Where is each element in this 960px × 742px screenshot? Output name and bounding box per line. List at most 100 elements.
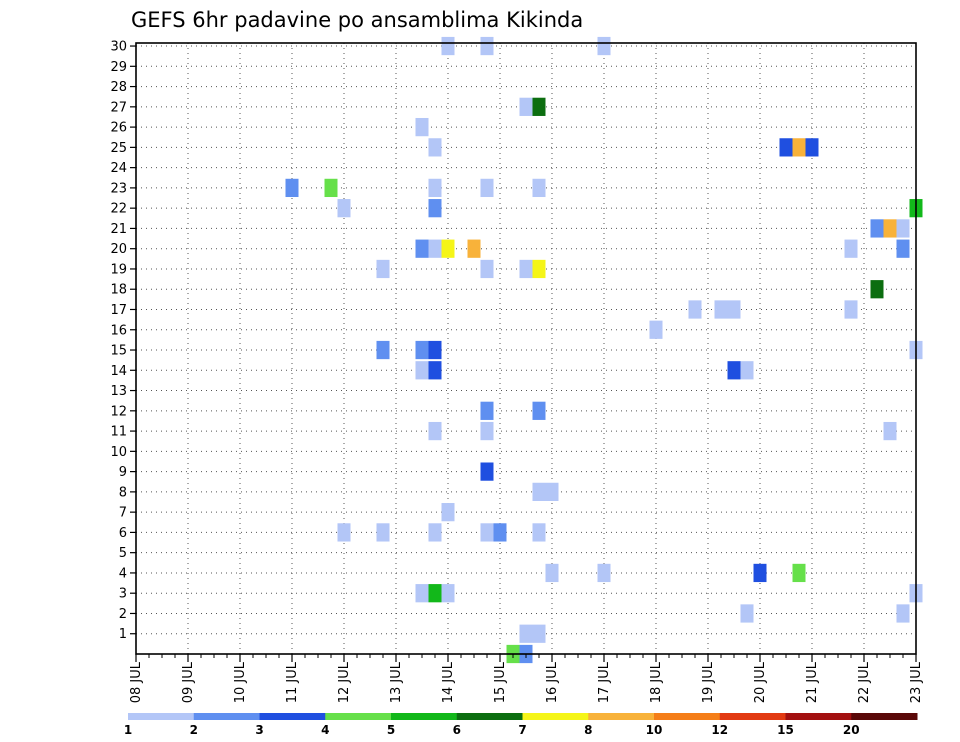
plot-frame (135, 42, 917, 655)
y-tick-label: 4 (119, 566, 127, 581)
precip-cell (415, 361, 429, 380)
precip-cell (441, 584, 455, 603)
colorbar-segment (851, 713, 918, 720)
precip-cell (740, 604, 754, 623)
x-tick-label: 23 JUL (909, 661, 924, 703)
precip-cell (467, 239, 481, 258)
x-tick-label: 14 JUL (441, 661, 456, 703)
precip-cell (714, 300, 728, 319)
precip-cell (415, 584, 429, 603)
y-tick-label: 6 (119, 526, 127, 541)
y-axis: 1234567891011121314151617181920212223242… (110, 40, 136, 642)
colorbar-label: 15 (777, 723, 794, 737)
grid-lines (136, 43, 916, 654)
precip-cell (792, 563, 806, 583)
y-tick-label: 19 (110, 262, 127, 277)
y-tick-label: 14 (110, 364, 127, 379)
precip-cell (597, 563, 611, 583)
precip-cell (727, 361, 741, 380)
y-tick-label: 13 (110, 384, 127, 399)
precip-cell (480, 462, 494, 481)
precip-cell (532, 401, 546, 420)
precip-cell (428, 340, 442, 360)
precip-cell (740, 361, 754, 380)
precip-cell (337, 523, 351, 542)
x-tick-label: 11 JUL (285, 661, 300, 703)
precip-cell (519, 259, 533, 279)
precip-cell (376, 340, 390, 360)
precip-cell (428, 138, 442, 157)
colorbar-segment (456, 713, 523, 720)
precip-cell (480, 259, 494, 279)
y-tick-label: 5 (119, 546, 127, 561)
colorbar-label: 3 (255, 723, 263, 737)
precip-cell (545, 482, 559, 501)
precip-cell (896, 219, 910, 238)
precip-cell (428, 523, 442, 542)
precip-cell (337, 199, 351, 218)
precip-cell (428, 178, 442, 198)
x-axis: 08 JUL 09 JUL 10 JUL 11 JUL 12 JUL 13 JUL 14 J… (129, 654, 924, 703)
y-tick-label: 18 (110, 283, 127, 298)
precip-cell (532, 624, 546, 643)
y-tick-label: 8 (119, 485, 127, 500)
colorbar-segment (128, 713, 195, 720)
colorbar-segment (785, 713, 852, 720)
precip-cell (519, 97, 533, 116)
precip-cell (727, 300, 741, 319)
precip-cell (376, 259, 390, 279)
precip-cell (883, 219, 897, 238)
precip-cell (376, 523, 390, 542)
y-tick-label: 1 (119, 627, 127, 642)
precip-cell (870, 219, 884, 238)
precip-cell (441, 239, 455, 258)
chart-title: GEFS 6hr padavine po ansamblima Kikinda (131, 8, 583, 32)
precip-cell (428, 361, 442, 380)
x-tick-label: 18 JUL (649, 661, 664, 703)
precip-cell (532, 482, 546, 501)
x-tick-label: 17 JUL (597, 661, 612, 703)
y-tick-label: 26 (110, 121, 127, 136)
precip-cell (779, 138, 793, 157)
precip-cell (844, 239, 858, 258)
precip-cell (480, 523, 494, 542)
colorbar-label: 6 (453, 723, 461, 737)
precip-cell (480, 36, 494, 56)
precip-cell (428, 584, 442, 603)
y-tick-label: 16 (110, 323, 127, 338)
colorbar-segment (588, 713, 655, 720)
y-tick-label: 25 (110, 141, 127, 156)
precip-cell (428, 421, 442, 441)
y-tick-label: 17 (110, 303, 127, 318)
data-cells (285, 36, 923, 664)
y-tick-label: 21 (110, 222, 127, 237)
precip-cell (532, 178, 546, 198)
precip-cell (792, 138, 806, 157)
x-tick-label: 08 JUL (129, 661, 144, 703)
colorbar-label: 8 (584, 723, 592, 737)
precip-cell (649, 320, 663, 339)
colorbar-segment (325, 713, 392, 720)
precip-cell (844, 300, 858, 319)
y-tick-label: 24 (110, 161, 127, 176)
precip-cell (883, 421, 897, 441)
colorbar-label: 1 (124, 723, 132, 737)
precip-cell (324, 178, 338, 198)
precip-cell (480, 421, 494, 441)
precip-cell (519, 624, 533, 643)
colorbar-segment (259, 713, 326, 720)
precip-cell (532, 523, 546, 542)
precip-cell (415, 340, 429, 360)
colorbar-segment (522, 713, 589, 720)
precip-cell (896, 604, 910, 623)
x-tick-label: 09 JUL (181, 661, 196, 703)
x-tick-label: 16 JUL (545, 661, 560, 703)
y-tick-label: 9 (119, 465, 127, 480)
precip-cell (415, 117, 429, 137)
colorbar-segment (391, 713, 458, 720)
x-tick-label: 12 JUL (337, 661, 352, 703)
y-tick-label: 15 (110, 344, 127, 359)
precip-cell (870, 280, 884, 299)
x-tick-label: 19 JUL (701, 661, 716, 703)
